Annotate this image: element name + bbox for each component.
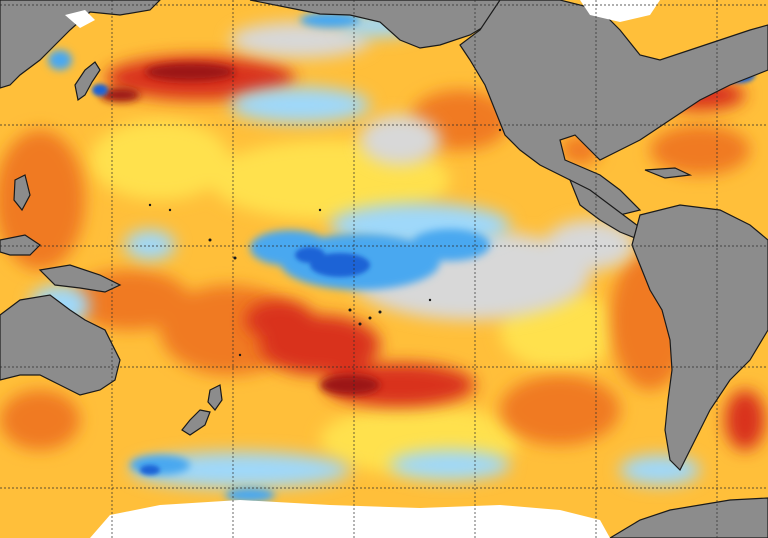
philippines-land (13, 174, 31, 212)
indonesia-land (0, 234, 41, 256)
caribbean-islands (644, 167, 693, 179)
sea-ice-layer (65, 0, 660, 538)
antarctica-land (608, 497, 768, 538)
australia-land (0, 294, 121, 396)
new-guinea-land (38, 264, 122, 293)
asia-land (0, 0, 161, 89)
antarctic-sea-ice (90, 500, 610, 538)
north-america-land (459, 0, 768, 216)
anomaly-layer (0, 12, 765, 502)
strong-warm-patches (0, 90, 750, 450)
extreme-warm-patches (100, 63, 380, 395)
arctic-ice-left (65, 10, 95, 28)
pacific-islands (148, 128, 502, 357)
japan-land (74, 61, 101, 102)
new-zealand-land (181, 384, 223, 436)
south-america-land (631, 204, 768, 472)
arctic-ice-right (580, 0, 660, 22)
